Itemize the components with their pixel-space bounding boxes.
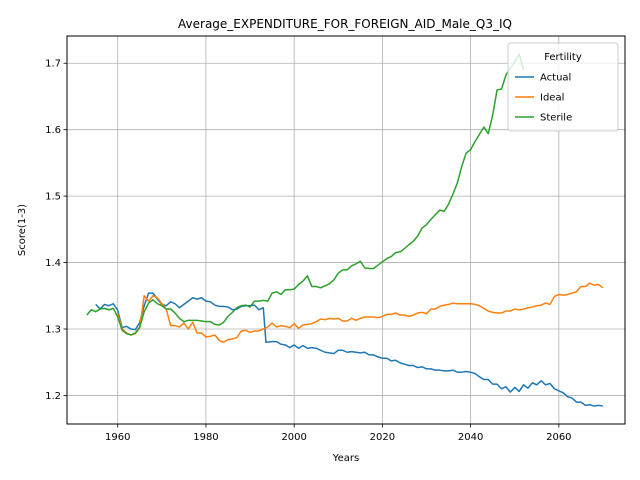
- x-tick-label: 2020: [370, 432, 395, 443]
- chart-title: Average_EXPENDITURE_FOR_FOREIGN_AID_Male…: [178, 17, 512, 31]
- series-group: [86, 53, 604, 407]
- x-tick-label: 1980: [193, 432, 218, 443]
- y-axis: 1.2 1.3 1.4 1.5 1.6 1.7: [45, 59, 67, 402]
- legend: Fertility Actual Ideal Sterile: [507, 42, 619, 132]
- x-tick-label: 1960: [105, 432, 130, 443]
- y-tick-label: 1.6: [45, 125, 61, 136]
- plot-frame: [66, 35, 626, 425]
- series-line-sterile: [86, 53, 525, 336]
- y-tick-label: 1.7: [45, 59, 61, 70]
- legend-label-ideal: Ideal: [540, 93, 564, 104]
- legend-items: Actual Ideal Sterile: [515, 73, 572, 124]
- legend-box: [507, 42, 619, 132]
- series-line-actual: [95, 292, 604, 407]
- y-tick-label: 1.3: [45, 324, 61, 335]
- y-axis-label: Score(1-3): [17, 204, 28, 256]
- y-tick-label: 1.5: [45, 192, 61, 203]
- x-tick-label: 2040: [458, 432, 483, 443]
- y-tick-label: 1.4: [45, 258, 61, 269]
- x-tick-label: 2000: [281, 432, 306, 443]
- legend-label-actual: Actual: [540, 73, 571, 84]
- legend-label-sterile: Sterile: [540, 113, 572, 124]
- x-axis-label: Years: [332, 453, 359, 464]
- legend-title: Fertility: [544, 52, 582, 63]
- y-tick-label: 1.2: [45, 391, 61, 402]
- series-line-ideal: [117, 282, 604, 344]
- x-axis: 1960 1980 2000 2020 2040 2060: [105, 424, 572, 443]
- x-tick-label: 2060: [546, 432, 571, 443]
